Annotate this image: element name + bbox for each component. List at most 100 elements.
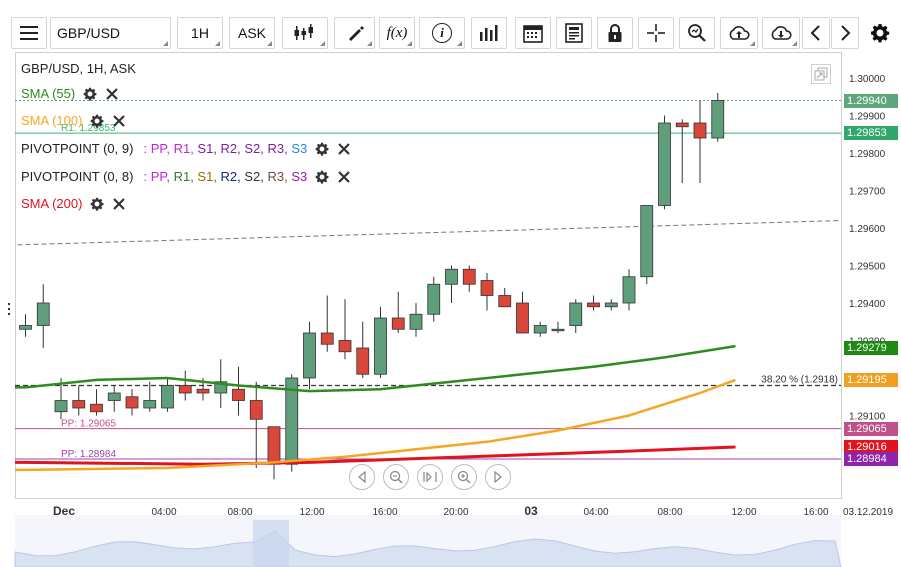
download-icon: [771, 26, 792, 40]
candle-body: [498, 295, 512, 308]
fit-icon: [423, 471, 437, 483]
candle-body: [569, 302, 583, 326]
indicators-button[interactable]: [471, 17, 507, 49]
expand-icon: [814, 67, 828, 81]
price-tag: 1.29279: [844, 341, 898, 356]
left-drag-handle[interactable]: [8, 303, 11, 317]
template-button[interactable]: [556, 17, 592, 49]
expand-button[interactable]: [811, 64, 831, 84]
price-type-select[interactable]: ASK: [229, 17, 275, 49]
sma55-line: [15, 344, 736, 393]
y-tick-label: 1.29800: [849, 149, 886, 160]
price-tag: 1.29853: [844, 126, 898, 141]
gear-icon[interactable]: [90, 114, 104, 128]
navigator-window[interactable]: [253, 520, 289, 567]
pivot-level: R2,: [220, 169, 245, 184]
candle-body: [391, 317, 405, 330]
legend-sma55: SMA (55): [21, 86, 119, 101]
pivot-level: R3,: [267, 169, 292, 184]
close-icon[interactable]: [105, 87, 119, 101]
candle-body: [249, 400, 263, 420]
scroll-right-button[interactable]: [831, 17, 859, 49]
pan-right-button[interactable]: [485, 464, 511, 490]
chevron-right-icon: [841, 25, 851, 41]
moving-averages: [15, 344, 736, 472]
draw-button[interactable]: [334, 17, 375, 49]
interval-select[interactable]: 1H: [177, 17, 223, 49]
upload-button[interactable]: [720, 17, 758, 49]
function-button[interactable]: f(x): [379, 17, 415, 49]
x-tick-label: 16:00: [803, 507, 828, 518]
pivot-level: R1,: [173, 169, 198, 184]
pivot-level: S2,: [244, 169, 268, 184]
zoom-in-button[interactable]: [451, 464, 477, 490]
calendar-button[interactable]: [515, 17, 551, 49]
legend-pivot1: PIVOTPOINT (0, 9) : PP, R1, S1, R2, S2, …: [21, 141, 351, 156]
close-icon[interactable]: [112, 197, 126, 211]
candle-body: [19, 325, 32, 330]
toolbar: GBP/USD 1H ASK f(x) i: [0, 0, 901, 52]
candle-body: [516, 302, 529, 334]
zoom-out-button[interactable]: [383, 464, 409, 490]
close-icon[interactable]: [337, 142, 351, 156]
reset-view-button[interactable]: [417, 464, 443, 490]
price-type-label: ASK: [237, 25, 266, 41]
gear-icon[interactable]: [315, 142, 329, 156]
triangle-left-icon: [358, 471, 366, 483]
download-button[interactable]: [762, 17, 800, 49]
candle-body: [675, 122, 689, 128]
symbol-select[interactable]: GBP/USD: [50, 17, 171, 49]
info-button[interactable]: i: [419, 17, 465, 49]
candle-body: [622, 276, 636, 304]
candle-body: [36, 302, 50, 326]
gear-icon[interactable]: [83, 87, 97, 101]
candle-body: [533, 325, 547, 334]
candles: [19, 93, 725, 480]
y-tick-label: 1.29900: [849, 112, 886, 123]
close-icon[interactable]: [337, 170, 351, 184]
candle-body: [285, 377, 299, 465]
zoom-in-icon: [457, 470, 471, 484]
zoom-out-icon: [389, 470, 403, 484]
pivot2-levels: : PP, R1, S1, R2, S2, R3, S3: [143, 169, 307, 184]
price-tag: 1.29195: [844, 372, 898, 387]
crosshair-icon: [647, 24, 665, 42]
pivot-level: S1,: [197, 169, 221, 184]
pivot2-label: PIVOTPOINT (0, 8): [21, 169, 134, 184]
chart-title: GBP/USD, 1H, ASK: [21, 61, 136, 76]
x-tick-label: 12:00: [299, 507, 324, 518]
x-tick-label: 16:00: [372, 507, 397, 518]
candle-body: [604, 302, 618, 308]
upload-icon: [729, 26, 750, 40]
pan-left-button[interactable]: [349, 464, 375, 490]
y-tick-label: 1.29700: [849, 187, 886, 198]
candle-body: [338, 340, 352, 353]
zoom-button[interactable]: [679, 17, 715, 49]
price-tag: 1.28984: [844, 452, 898, 466]
legend-sma200: SMA (200): [21, 196, 126, 211]
pivot1-label: PIVOTPOINT (0, 9): [21, 141, 134, 156]
scroll-left-button[interactable]: [802, 17, 830, 49]
chart-type-button[interactable]: [282, 17, 328, 49]
legend-sma100: SMA (100): [21, 113, 126, 128]
gear-icon[interactable]: [315, 170, 329, 184]
x-tick-label: 04:00: [151, 507, 176, 518]
date-label: 03.12.2019: [843, 507, 893, 518]
interval-label: 1H: [191, 25, 209, 41]
crosshair-button[interactable]: [638, 17, 674, 49]
x-tick-label: 12:00: [731, 507, 756, 518]
price-tag: 1.29065: [844, 421, 898, 436]
chevron-left-icon: [810, 25, 820, 41]
lock-icon: [608, 24, 622, 42]
legend-pivot2: PIVOTPOINT (0, 8) : PP, R1, S1, R2, S2, …: [21, 169, 351, 184]
close-icon[interactable]: [112, 114, 126, 128]
candle-body: [320, 332, 334, 345]
settings-button[interactable]: [866, 17, 894, 49]
menu-button[interactable]: [11, 17, 47, 49]
lock-button[interactable]: [597, 17, 633, 49]
pivot-label: R1: 1.29853: [61, 123, 116, 134]
pivot1-levels: : PP, R1, S1, R2, S2, R3, S3: [143, 141, 307, 156]
gear-icon[interactable]: [90, 197, 104, 211]
gear-icon: [871, 24, 890, 43]
